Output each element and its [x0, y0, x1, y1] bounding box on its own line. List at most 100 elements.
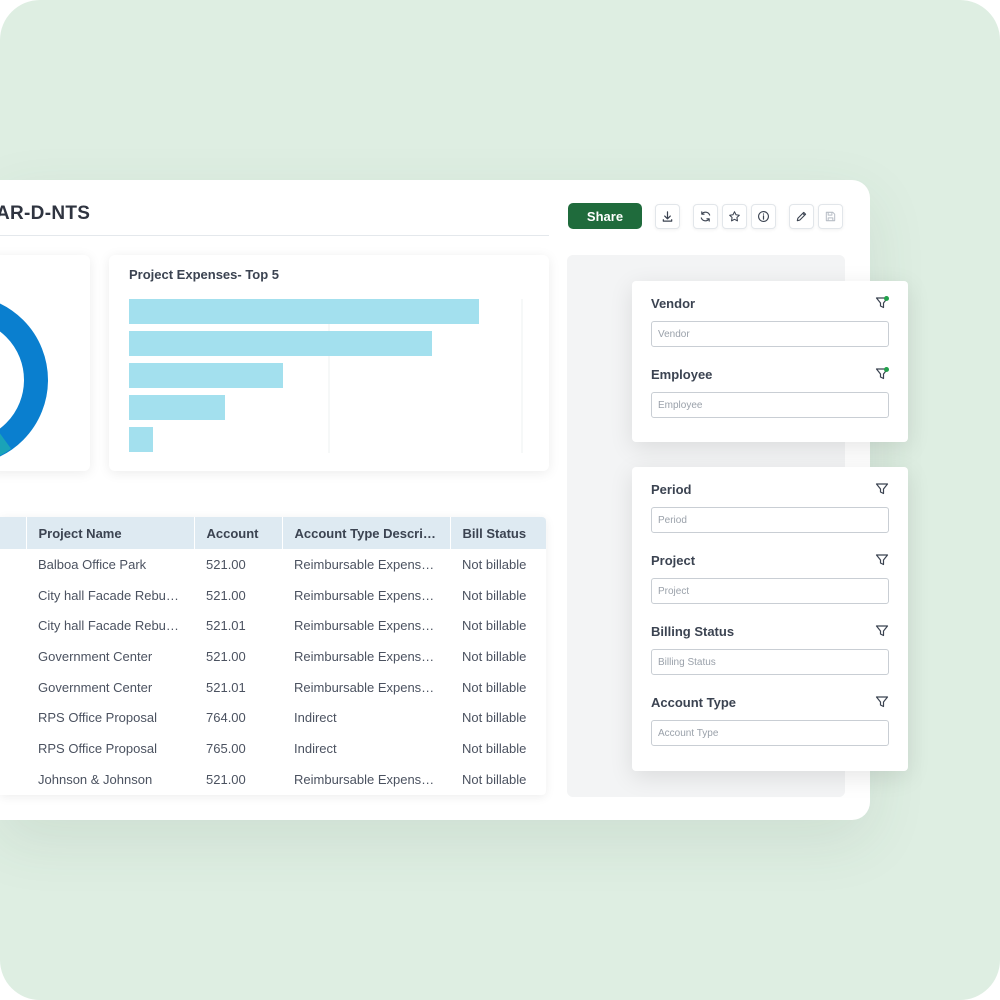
bar-3[interactable] — [129, 363, 283, 388]
filter-active-icon[interactable] — [875, 296, 889, 310]
employee-filter: Employee — [651, 367, 889, 418]
vendor-filter: Vendor — [651, 296, 889, 347]
project-input[interactable] — [651, 578, 889, 604]
table-row[interactable]: RPS Office Proposal 764.00 Indirect Not bil… — [0, 702, 546, 733]
title-divider — [0, 235, 549, 236]
account-type-cell: Indirect — [294, 740, 337, 756]
account-type-cell: Reimbursable Expens… — [294, 679, 435, 695]
bill-status-cell: Not billable — [462, 618, 527, 634]
account-type-cell: Reimbursable Expens… — [294, 771, 435, 787]
column-header-project-name[interactable]: Project Name — [26, 517, 195, 549]
donut-segment-secondary[interactable] — [0, 433, 12, 456]
dashboard-title: AR-D-NTS — [0, 203, 91, 224]
period-label: Period — [651, 482, 692, 497]
favorite-button[interactable] — [722, 204, 747, 229]
table-row[interactable]: City hall Facade Rebu… 521.01 Reimbursable… — [0, 610, 546, 641]
account-type-label: Account Type — [651, 695, 736, 710]
project-name-cell: Government Center — [38, 679, 153, 695]
table-row[interactable]: Balboa Office Park 521.00 Reimbursable Exp… — [0, 549, 546, 580]
project-filter: Project — [651, 553, 889, 604]
filter-icon[interactable] — [875, 553, 889, 567]
column-header-bill-status[interactable]: Bill Status — [450, 517, 546, 549]
expenses-table: Project Name Account Account Type Descri… — [0, 517, 546, 795]
vendor-input[interactable] — [651, 321, 889, 347]
bar-5[interactable] — [129, 427, 153, 452]
row-leading-cell — [0, 733, 26, 764]
account-type-cell: Reimbursable Expens… — [294, 556, 435, 572]
table-row[interactable]: Johnson & Johnson 521.00 Reimbursable Expe… — [0, 764, 546, 795]
account-cell: 521.00 — [206, 587, 246, 603]
billing-status-label: Billing Status — [651, 624, 735, 639]
bill-status-cell: Not billable — [462, 556, 527, 572]
account-type-input[interactable] — [651, 720, 889, 746]
bar-2[interactable] — [129, 331, 432, 356]
account-cell: 521.00 — [206, 556, 246, 572]
row-leading-cell — [0, 580, 26, 611]
edit-button[interactable] — [789, 204, 814, 229]
table-row[interactable]: RPS Office Proposal 765.00 Indirect Not bil… — [0, 733, 546, 764]
filter-card-people: Vendor Employee — [632, 281, 908, 442]
row-leading-cell — [0, 549, 26, 580]
table-row[interactable]: Government Center 521.00 Reimbursable Expe… — [0, 641, 546, 672]
table-row[interactable]: Government Center 521.01 Reimbursable Expe… — [0, 672, 546, 703]
share-button[interactable]: Share — [568, 203, 642, 229]
table-row[interactable]: City hall Facade Rebu… 521.00 Reimbursable… — [0, 580, 546, 611]
account-cell: 765.00 — [206, 740, 246, 756]
filter-active-icon[interactable] — [875, 367, 889, 381]
filter-card-details: Period Project Billing Status Account Ty… — [632, 467, 908, 771]
column-header-account-type[interactable]: Account Type Descri… — [282, 517, 451, 549]
download-button[interactable] — [655, 204, 680, 229]
row-leading-cell — [0, 641, 26, 672]
project-name-cell: City hall Facade Rebu… — [38, 587, 179, 603]
column-header-blank — [0, 517, 27, 549]
filter-icon[interactable] — [875, 624, 889, 638]
bill-status-cell: Not billable — [462, 679, 527, 695]
filter-icon[interactable] — [875, 482, 889, 496]
project-expenses-widget: Project Expenses- Top 5 — [109, 255, 549, 471]
bar-1[interactable] — [129, 299, 479, 324]
project-name-cell: Government Center — [38, 648, 153, 664]
account-type-cell: Indirect — [294, 710, 337, 726]
bill-status-cell: Not billable — [462, 771, 527, 787]
row-leading-cell — [0, 702, 26, 733]
bill-status-cell: Not billable — [462, 740, 527, 756]
row-leading-cell — [0, 672, 26, 703]
billing-status-input[interactable] — [651, 649, 889, 675]
account-cell: 764.00 — [206, 710, 246, 726]
column-header-account[interactable]: Account — [194, 517, 283, 549]
donut-segment-primary[interactable] — [0, 303, 48, 457]
refresh-button[interactable] — [693, 204, 718, 229]
account-cell: 521.01 — [206, 679, 246, 695]
table-header-row: Project Name Account Account Type Descri… — [0, 517, 546, 549]
period-filter: Period — [651, 482, 889, 533]
filter-icon[interactable] — [875, 695, 889, 709]
account-cell: 521.00 — [206, 648, 246, 664]
billing-status-filter: Billing Status — [651, 624, 889, 675]
donut-chart — [0, 303, 48, 457]
edit-icon — [796, 211, 807, 222]
chart-title: Project Expenses- Top 5 — [129, 267, 280, 282]
employee-label: Employee — [651, 367, 713, 382]
vendor-label: Vendor — [651, 296, 696, 311]
project-name-cell: City hall Facade Rebu… — [38, 618, 179, 634]
donut-chart-widget — [0, 255, 90, 471]
row-leading-cell — [0, 610, 26, 641]
download-icon — [662, 211, 673, 222]
period-input[interactable] — [651, 507, 889, 533]
account-cell: 521.01 — [206, 618, 246, 634]
refresh-icon — [700, 211, 711, 222]
account-type-cell: Reimbursable Expens… — [294, 587, 435, 603]
project-label: Project — [651, 553, 696, 568]
account-type-cell: Reimbursable Expens… — [294, 618, 435, 634]
account-type-filter: Account Type — [651, 695, 889, 746]
info-icon — [758, 211, 769, 222]
bill-status-cell: Not billable — [462, 587, 527, 603]
row-leading-cell — [0, 764, 26, 795]
project-name-cell: Johnson & Johnson — [38, 771, 153, 787]
save-icon — [825, 211, 836, 222]
project-name-cell: RPS Office Proposal — [38, 710, 157, 726]
save-button[interactable] — [818, 204, 843, 229]
bar-4[interactable] — [129, 395, 225, 420]
info-button[interactable] — [751, 204, 776, 229]
employee-input[interactable] — [651, 392, 889, 418]
